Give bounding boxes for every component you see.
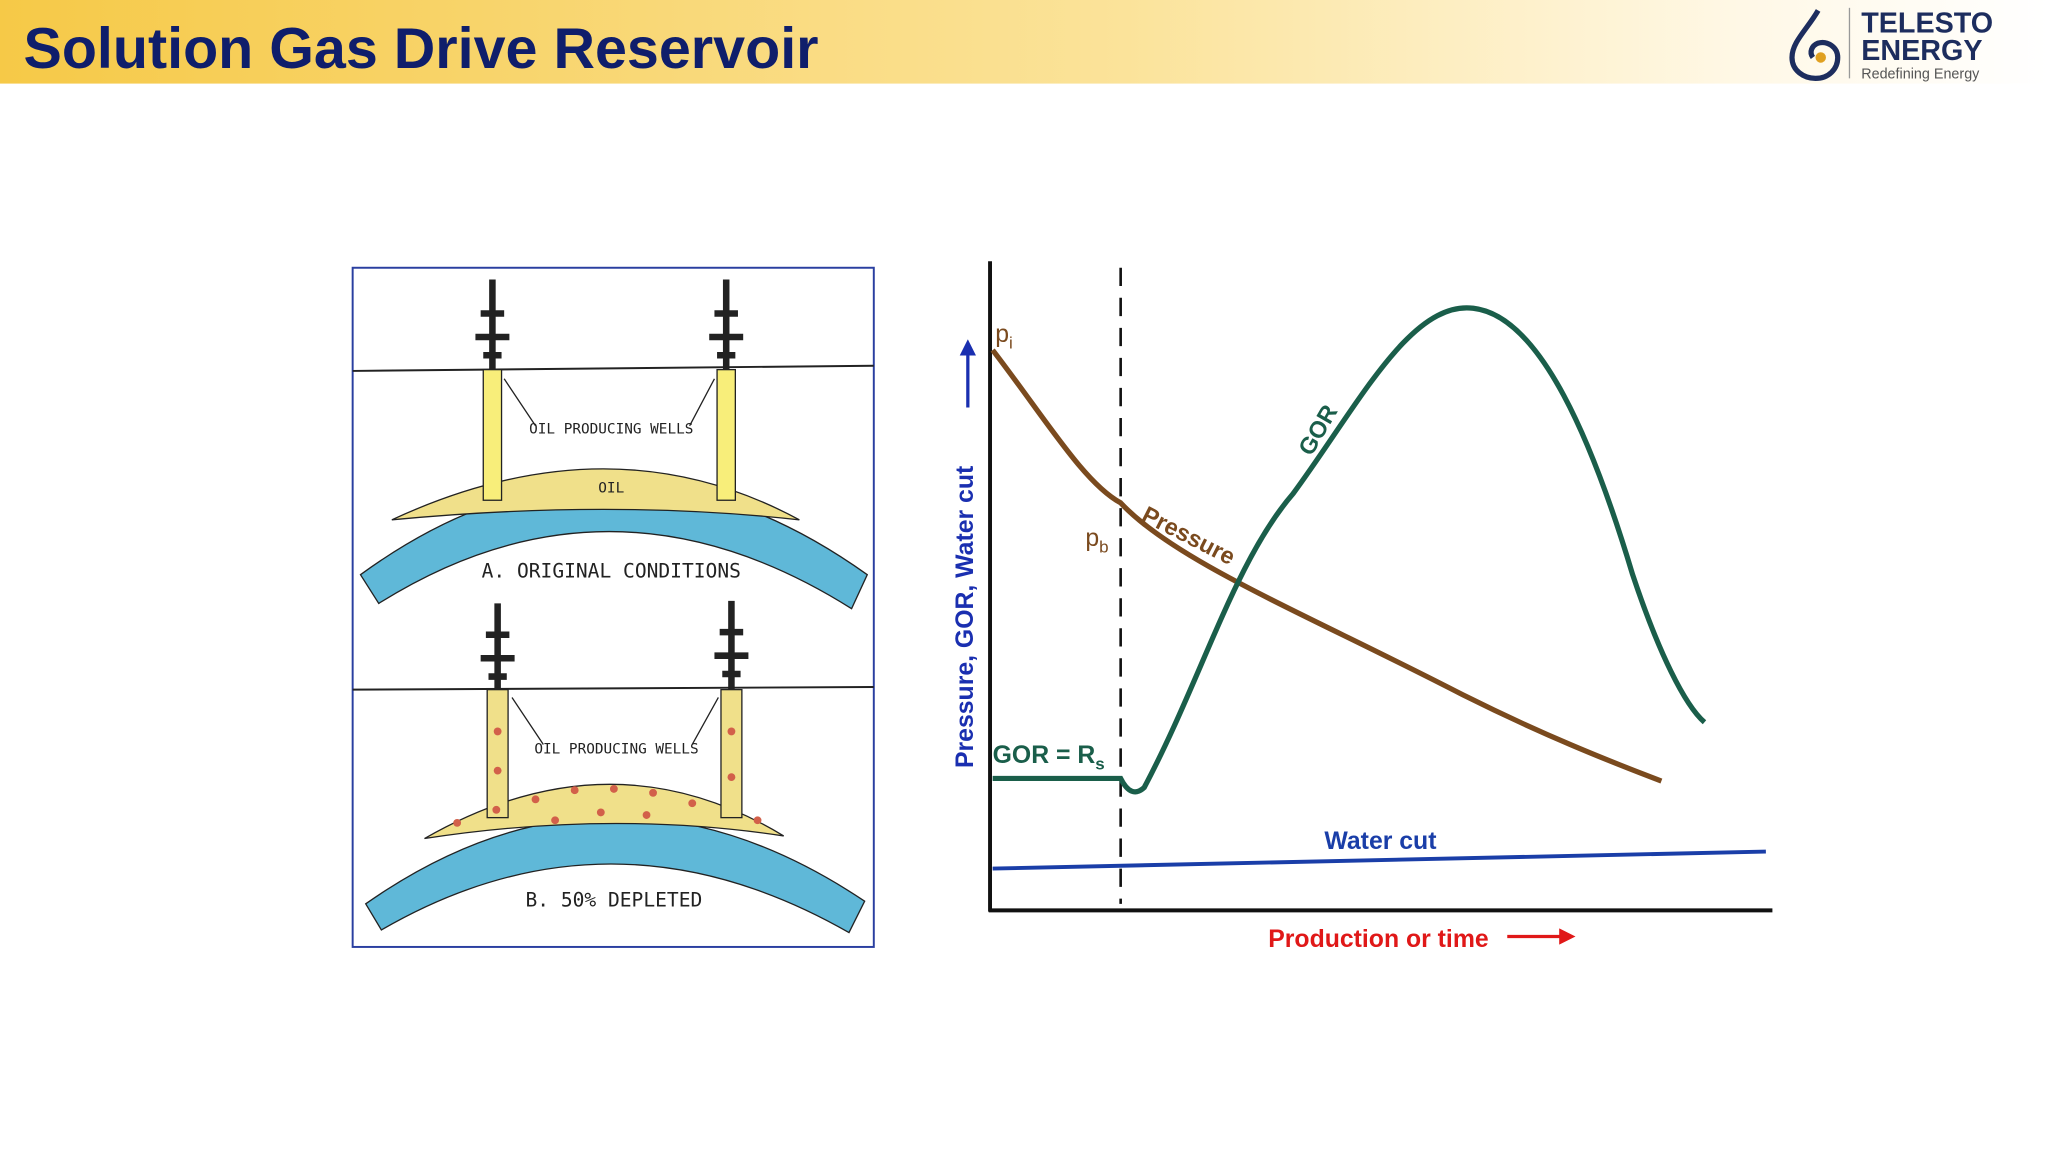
oil-zone (391, 468, 800, 521)
panel-caption: B. 50% DEPLETED (525, 888, 702, 911)
water-cut-label: Water cut (1324, 828, 1436, 855)
pb-sub: b (1099, 537, 1108, 556)
wellhead (480, 603, 515, 690)
well (482, 368, 503, 501)
logo-drop (1789, 9, 1841, 81)
well (486, 688, 509, 819)
pb-main: p (1085, 525, 1099, 552)
well (720, 688, 743, 819)
ground-line (352, 686, 874, 691)
pb-label: pb (1085, 525, 1108, 557)
logo-dot (1815, 52, 1826, 63)
pi-sub: i (1009, 334, 1013, 353)
wells-label: OIL PRODUCING WELLS (534, 742, 698, 758)
gor-rs-main: GOR = R (993, 742, 1096, 769)
wellhead (709, 279, 744, 370)
pressure-label: Pressure (1138, 501, 1239, 570)
gor-rs-label: GOR = Rs (993, 742, 1105, 774)
wellhead (714, 600, 749, 690)
gas-bubbles (453, 727, 762, 827)
leader-line (511, 697, 719, 745)
slide-title: Solution Gas Drive Reservoir (24, 17, 819, 81)
oil-label: OIL (598, 480, 624, 496)
wellhead (475, 279, 510, 370)
panel-caption: A. ORIGINAL CONDITIONS (482, 559, 741, 582)
schematic-chart: pi pb Pressure GOR GOR = Rs Water cut Pr… (952, 261, 1773, 953)
y-axis-label: Pressure, GOR, Water cut (952, 466, 979, 768)
logo-tagline: Redefining Energy (1861, 66, 1980, 82)
pressure-curve (990, 348, 1663, 784)
wells-label: OIL PRODUCING WELLS (529, 422, 693, 438)
well (716, 368, 736, 501)
reservoir-diagram: OIL PRODUCING WELLS OIL A. ORIGINAL COND… (351, 266, 875, 948)
gor-curve (992, 305, 1707, 795)
x-axis-label: Production or time (1268, 926, 1488, 953)
gor-rs-sub: s (1095, 754, 1104, 773)
logo-line2: ENERGY (1861, 35, 1982, 67)
ground-line (352, 364, 874, 372)
pi-label: pi (995, 321, 1013, 353)
water-zone (364, 816, 866, 934)
water-cut-curve (992, 849, 1766, 871)
logo-line1: TELESTO (1861, 8, 1993, 40)
leader-line (503, 378, 716, 427)
header-bar (0, 0, 2048, 84)
pi-main: p (995, 321, 1009, 348)
